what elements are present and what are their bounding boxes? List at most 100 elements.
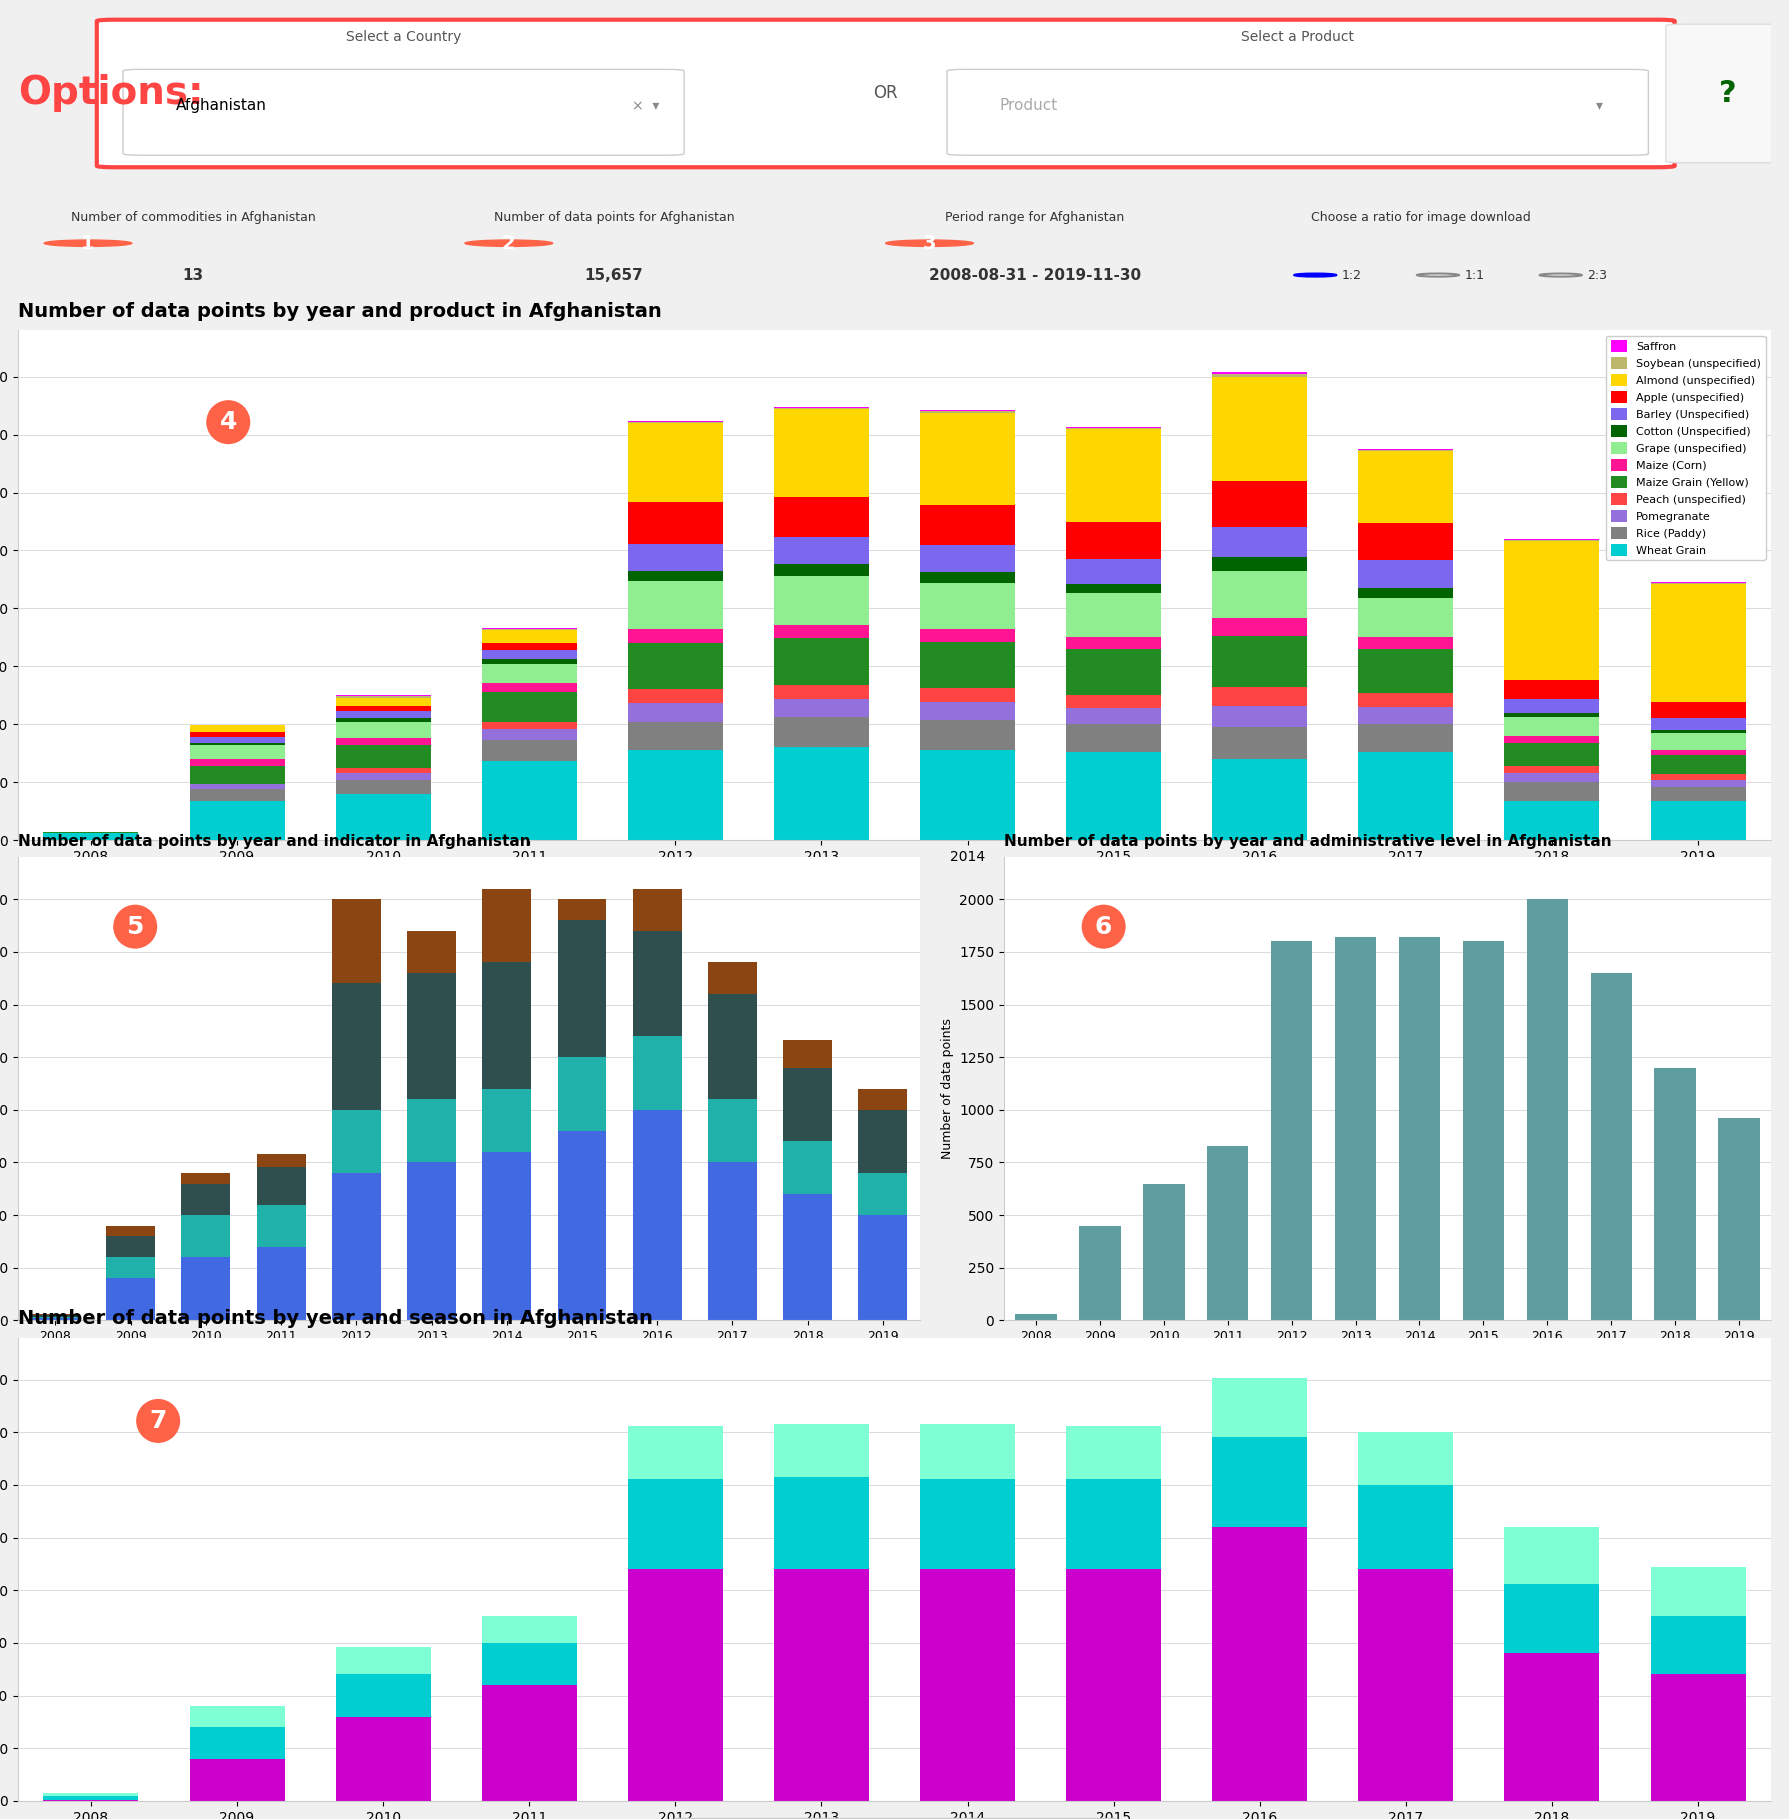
Bar bbox=[775, 577, 869, 624]
Bar bbox=[1505, 766, 1599, 773]
Bar bbox=[481, 1643, 576, 1684]
Bar bbox=[628, 580, 723, 629]
Bar bbox=[1066, 708, 1161, 724]
Bar bbox=[256, 1204, 306, 1246]
Bar bbox=[483, 962, 531, 1090]
Bar bbox=[333, 1110, 381, 1173]
Bar bbox=[775, 684, 869, 698]
Bar bbox=[1505, 782, 1599, 800]
Bar bbox=[106, 1237, 156, 1257]
Bar bbox=[1651, 775, 1746, 780]
Bar bbox=[1358, 649, 1453, 693]
Bar bbox=[43, 833, 138, 840]
Legend: Admin 1: Admin 1 bbox=[1351, 1352, 1426, 1370]
Bar bbox=[190, 759, 284, 766]
Bar bbox=[920, 749, 1014, 840]
Bar bbox=[1651, 788, 1746, 800]
Circle shape bbox=[1417, 273, 1460, 276]
Bar bbox=[1651, 800, 1746, 840]
Bar bbox=[775, 564, 869, 577]
Bar bbox=[190, 733, 284, 737]
Bar bbox=[408, 1162, 456, 1321]
Bar bbox=[336, 739, 431, 746]
Bar bbox=[1358, 1570, 1453, 1801]
Bar bbox=[1066, 1570, 1161, 1801]
Bar bbox=[1358, 724, 1453, 751]
Bar bbox=[1399, 937, 1440, 1321]
Bar bbox=[30, 1319, 81, 1321]
Bar bbox=[1066, 1479, 1161, 1570]
Bar bbox=[1505, 800, 1599, 840]
Bar bbox=[558, 920, 606, 1057]
Text: Options:: Options: bbox=[18, 75, 204, 113]
Bar bbox=[181, 1215, 231, 1257]
Text: 2:3: 2:3 bbox=[1587, 269, 1607, 282]
Bar bbox=[336, 697, 431, 706]
Bar bbox=[336, 706, 431, 711]
Bar bbox=[1719, 1119, 1760, 1321]
Bar bbox=[775, 409, 869, 497]
Bar bbox=[190, 789, 284, 800]
Bar bbox=[333, 1173, 381, 1321]
Bar bbox=[481, 729, 576, 740]
Bar bbox=[181, 1184, 231, 1215]
Bar bbox=[43, 1794, 138, 1795]
Bar bbox=[1213, 688, 1308, 706]
Bar bbox=[1213, 375, 1308, 377]
Bar bbox=[708, 1099, 757, 1162]
Bar bbox=[1213, 1377, 1308, 1437]
Text: 15,657: 15,657 bbox=[585, 267, 644, 282]
Text: 1:2: 1:2 bbox=[1342, 269, 1361, 282]
Bar bbox=[1213, 528, 1308, 557]
Bar bbox=[628, 749, 723, 840]
Text: 2008-08-31 - 2019-11-30: 2008-08-31 - 2019-11-30 bbox=[928, 267, 1141, 282]
Text: Afghanistan: Afghanistan bbox=[175, 98, 267, 113]
Bar bbox=[920, 688, 1014, 702]
Bar bbox=[190, 726, 284, 733]
FancyBboxPatch shape bbox=[1666, 24, 1787, 162]
Text: Select a Country: Select a Country bbox=[345, 31, 462, 44]
Bar bbox=[1651, 749, 1746, 755]
Bar bbox=[1066, 593, 1161, 637]
Text: ▾: ▾ bbox=[1596, 98, 1603, 113]
Bar bbox=[784, 1068, 832, 1142]
Bar bbox=[1651, 702, 1746, 719]
Bar bbox=[1505, 542, 1599, 680]
Bar bbox=[190, 1706, 284, 1726]
Bar bbox=[628, 502, 723, 544]
Text: ?: ? bbox=[1719, 78, 1735, 107]
Bar bbox=[1213, 1528, 1308, 1801]
Bar bbox=[628, 571, 723, 580]
Bar bbox=[481, 691, 576, 722]
Circle shape bbox=[886, 240, 973, 246]
Text: Product: Product bbox=[1000, 98, 1057, 113]
Bar bbox=[859, 1110, 907, 1173]
Bar bbox=[1651, 584, 1746, 702]
Bar bbox=[920, 1570, 1014, 1801]
FancyBboxPatch shape bbox=[123, 69, 683, 155]
Bar bbox=[1213, 557, 1308, 571]
Bar bbox=[1651, 733, 1746, 749]
Bar bbox=[1066, 1426, 1161, 1479]
Bar bbox=[1358, 560, 1453, 588]
Text: 2: 2 bbox=[503, 233, 515, 253]
Text: Choose a ratio for image download: Choose a ratio for image download bbox=[1311, 211, 1530, 224]
Bar bbox=[333, 984, 381, 1110]
Bar bbox=[336, 780, 431, 793]
Bar bbox=[920, 544, 1014, 573]
Circle shape bbox=[465, 240, 553, 246]
Bar bbox=[336, 746, 431, 768]
Circle shape bbox=[1293, 273, 1336, 276]
Bar bbox=[30, 1315, 81, 1317]
Bar bbox=[1505, 1584, 1599, 1653]
Bar bbox=[784, 1193, 832, 1321]
Bar bbox=[256, 1246, 306, 1321]
Bar bbox=[1143, 1184, 1184, 1321]
Bar bbox=[190, 742, 284, 746]
Bar bbox=[1066, 751, 1161, 840]
Bar bbox=[920, 506, 1014, 544]
Bar bbox=[784, 1142, 832, 1193]
Bar bbox=[920, 702, 1014, 720]
Bar bbox=[1066, 522, 1161, 558]
Bar bbox=[336, 1675, 431, 1717]
